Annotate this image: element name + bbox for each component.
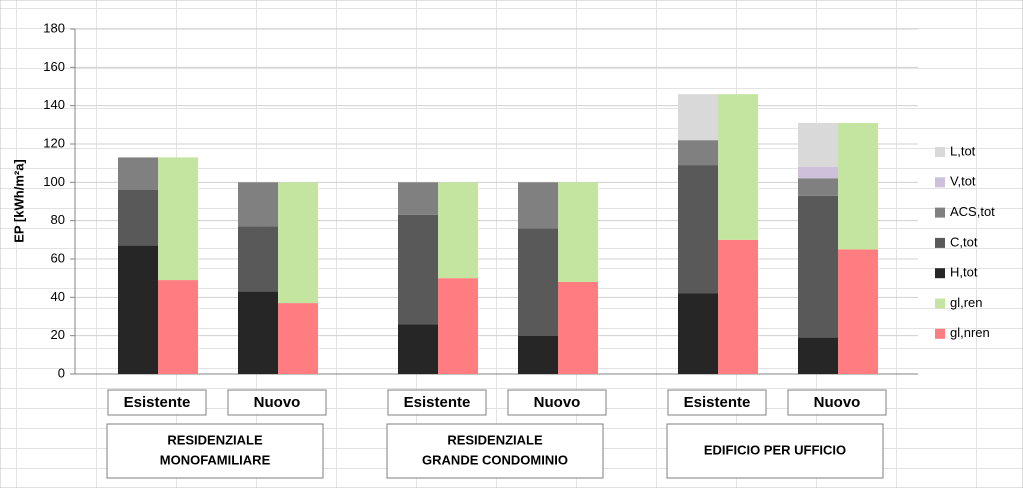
x-tick-label: Esistente	[684, 394, 751, 411]
x-tick-label: Nuovo	[814, 394, 861, 411]
bar-segment	[798, 122, 838, 167]
bar-segment	[238, 182, 278, 227]
category-box	[227, 389, 327, 416]
legend-swatch	[935, 298, 945, 309]
group-label: RESIDENZIALE	[447, 432, 543, 447]
bar-segment	[798, 167, 838, 179]
category-box	[107, 389, 207, 416]
y-tick-label: 100	[43, 174, 65, 189]
bar-segment	[798, 178, 838, 196]
group-label: RESIDENZIALE	[167, 432, 263, 447]
group-box	[386, 423, 604, 479]
y-tick-label: 180	[43, 20, 65, 35]
legend-label: V,tot	[950, 174, 976, 189]
legend-swatch	[935, 207, 945, 218]
bar-segment	[278, 182, 318, 304]
group-box	[106, 423, 324, 479]
y-tick-label: 120	[43, 135, 65, 150]
bar-segment	[518, 335, 558, 374]
bar-segment	[718, 94, 758, 240]
y-tick-label: 160	[43, 59, 65, 74]
bar-segment	[118, 157, 158, 190]
bar-segment	[158, 280, 198, 374]
legend-label: C,tot	[950, 234, 978, 249]
bar-segment	[718, 239, 758, 374]
legend-label: gl,nren	[950, 325, 990, 340]
bar-segment	[518, 228, 558, 336]
bar-segment	[838, 249, 878, 374]
bar-segment	[798, 195, 838, 338]
bar-segment	[398, 214, 438, 325]
y-tick-label: 0	[58, 365, 65, 380]
bar-segment	[238, 226, 278, 292]
bar-segment	[398, 182, 438, 215]
category-box	[387, 389, 487, 416]
y-tick-label: 80	[51, 212, 65, 227]
legend-swatch	[935, 237, 945, 248]
bar-segment	[398, 324, 438, 374]
x-tick-label: Nuovo	[534, 394, 581, 411]
x-tick-label: Nuovo	[254, 394, 301, 411]
bar-segment	[678, 293, 718, 374]
bar-segment	[558, 182, 598, 282]
group-label: EDIFICIO PER UFFICIO	[704, 442, 846, 457]
category-box	[667, 389, 767, 416]
y-tick-label: 20	[51, 327, 65, 342]
group-label: MONOFAMILIARE	[160, 452, 271, 467]
y-tick-label: 60	[51, 250, 65, 265]
legend-label: ACS,tot	[950, 204, 995, 219]
x-tick-label: Esistente	[404, 394, 471, 411]
bar-segment	[678, 140, 718, 166]
bar-segment	[838, 122, 878, 250]
x-tick-label: Esistente	[124, 394, 191, 411]
bar-segment	[518, 182, 558, 229]
bar-segment	[798, 337, 838, 374]
legend-label: L,tot	[950, 143, 976, 158]
legend-swatch	[935, 268, 945, 279]
legend-swatch	[935, 177, 945, 188]
y-tick-label: 40	[51, 289, 65, 304]
y-tick-label: 140	[43, 97, 65, 112]
legend-label: H,tot	[950, 265, 978, 280]
bar-segment	[158, 157, 198, 281]
category-box	[787, 389, 887, 416]
bar-segment	[118, 245, 158, 374]
bar-segment	[438, 182, 478, 279]
y-axis-title: EP [kWh/m²a]	[11, 159, 26, 243]
bar-segment	[678, 165, 718, 294]
bar-segment	[438, 278, 478, 374]
legend-swatch	[935, 328, 945, 339]
legend-swatch	[935, 147, 945, 157]
group-label: GRANDE CONDOMINIO	[422, 452, 568, 467]
category-box	[507, 389, 607, 416]
legend-label: gl,ren	[950, 295, 983, 310]
group-box	[666, 423, 884, 479]
bar-segment	[558, 282, 598, 374]
bar-segment	[278, 303, 318, 374]
bar-segment	[118, 190, 158, 246]
bar-segment	[238, 291, 278, 374]
bar-segment	[678, 94, 718, 141]
